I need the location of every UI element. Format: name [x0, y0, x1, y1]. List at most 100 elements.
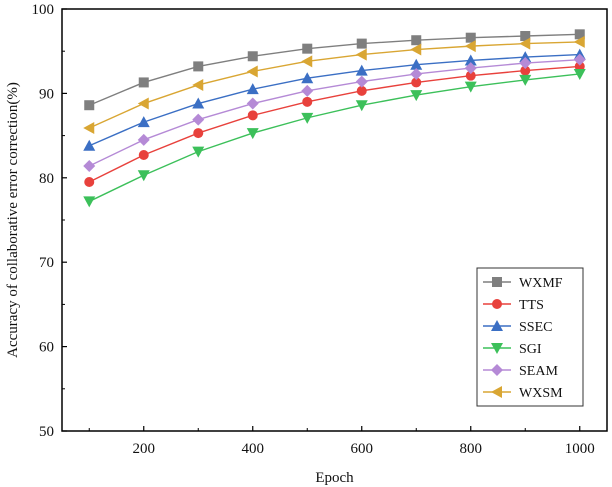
x-tick-label: 800	[460, 441, 483, 457]
data-point-tts	[356, 85, 367, 96]
legend-item-ssec: SSEC	[483, 320, 552, 335]
data-point-wxmf	[356, 38, 367, 49]
data-point-wxmf	[302, 43, 313, 54]
data-point-tts	[84, 177, 95, 188]
data-point-seam	[246, 97, 259, 110]
data-point-tts	[574, 61, 585, 72]
data-point-tts	[247, 110, 258, 121]
data-point-seam	[83, 159, 96, 172]
legend-marker	[492, 277, 502, 287]
y-tick-label: 60	[39, 340, 54, 356]
series-line-wxsm	[88, 41, 580, 129]
legend-label: WXSM	[519, 386, 563, 401]
data-point-sgi	[410, 90, 423, 102]
data-point-wxmf	[84, 100, 95, 111]
legend-marker	[491, 343, 503, 354]
x-tick-label: 400	[242, 441, 265, 457]
data-point-sgi	[301, 112, 314, 124]
data-point-wxmf	[247, 51, 258, 62]
data-point-ssec	[355, 64, 368, 76]
legend: WXMF TTS SSEC SGI SEAM WXSM	[476, 267, 584, 407]
legend-label: TTS	[519, 298, 544, 313]
data-point-ssec	[83, 139, 96, 151]
data-point-seam	[573, 53, 586, 66]
data-point-sgi	[519, 74, 532, 86]
data-point-wxsm	[355, 48, 367, 61]
data-point-ssec	[519, 51, 532, 63]
data-point-wxsm	[301, 55, 313, 68]
data-point-wxmf	[520, 31, 531, 42]
data-point-seam	[519, 57, 532, 70]
series-line-sgi	[88, 73, 580, 203]
data-point-ssec	[137, 116, 150, 128]
series-line-ssec	[88, 53, 580, 147]
y-tick-label: 80	[39, 171, 54, 187]
data-point-tts	[411, 77, 422, 88]
data-point-seam	[192, 113, 205, 126]
y-tick-label: 50	[39, 424, 54, 440]
data-point-seam	[355, 75, 368, 88]
data-point-wxmf	[138, 77, 149, 88]
series-sgi	[83, 68, 586, 208]
x-axis-title: Epoch	[315, 470, 354, 486]
data-point-seam	[301, 84, 314, 97]
y-tick-label: 90	[39, 86, 54, 102]
legend-label: WXMF	[519, 276, 563, 291]
legend-marker	[492, 299, 502, 309]
data-point-sgi	[83, 196, 96, 208]
data-point-sgi	[192, 146, 205, 158]
legend-box	[476, 267, 584, 407]
data-point-seam	[464, 62, 477, 75]
data-point-wxsm	[83, 122, 95, 135]
data-point-wxsm	[519, 37, 531, 50]
data-point-seam	[410, 67, 423, 80]
data-point-ssec	[410, 58, 423, 70]
data-point-tts	[138, 150, 149, 161]
y-axis-title: Accuracy of collaborative error correcti…	[5, 82, 21, 358]
data-point-wxsm	[573, 35, 585, 48]
legend-item-wxsm: WXSM	[483, 386, 563, 401]
legend-item-wxmf: WXMF	[483, 276, 563, 291]
data-point-ssec	[301, 72, 314, 84]
series-line-wxmf	[88, 33, 580, 106]
data-point-wxsm	[192, 78, 204, 91]
data-point-ssec	[464, 54, 477, 66]
series-seam	[83, 53, 586, 172]
x-tick-label: 1000	[565, 441, 595, 457]
data-point-wxsm	[246, 65, 258, 78]
data-point-wxmf	[193, 61, 204, 72]
data-point-sgi	[246, 128, 259, 140]
data-point-ssec	[246, 83, 259, 95]
data-point-seam	[137, 133, 150, 146]
series-wxsm	[83, 35, 585, 135]
legend-item-seam: SEAM	[483, 364, 558, 379]
y-axis: 50 60 70 80 90 100	[32, 2, 67, 440]
data-point-wxsm	[464, 40, 476, 53]
x-axis: 200 400 600 800 1000	[88, 426, 595, 457]
y-tick-label: 70	[39, 255, 54, 271]
data-point-sgi	[464, 81, 477, 93]
data-point-wxmf	[465, 32, 476, 43]
data-point-tts	[302, 96, 313, 107]
x-tick-label: 600	[351, 441, 374, 457]
data-point-wxmf	[574, 29, 585, 40]
series-line-seam	[88, 58, 580, 167]
legend-marker	[491, 320, 503, 331]
y-tick-label: 100	[32, 2, 55, 18]
series-layer	[83, 29, 586, 208]
data-point-wxmf	[411, 35, 422, 46]
legend-label: SEAM	[519, 364, 558, 379]
legend-marker	[491, 364, 503, 376]
series-line-tts	[88, 65, 580, 183]
data-point-tts	[193, 128, 204, 139]
legend-item-sgi: SGI	[483, 342, 542, 357]
series-wxmf	[84, 29, 585, 111]
legend-label: SGI	[519, 342, 542, 357]
data-point-wxsm	[410, 43, 422, 56]
data-point-wxsm	[137, 97, 149, 110]
series-tts	[84, 61, 585, 188]
data-point-sgi	[355, 100, 368, 112]
data-point-sgi	[573, 68, 586, 80]
x-tick-label: 200	[133, 441, 156, 457]
data-point-sgi	[137, 170, 150, 182]
